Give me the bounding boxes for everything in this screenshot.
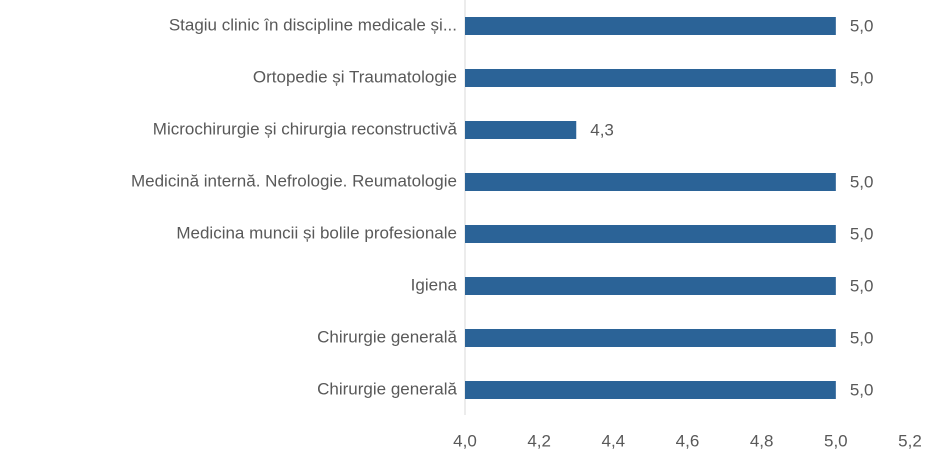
y-tick-label: Chirurgie generală: [317, 379, 457, 398]
y-tick-label: Microchirurgie și chirurgia reconstructi…: [153, 119, 458, 138]
bar: [465, 381, 836, 399]
value-label: 5,0: [850, 16, 874, 35]
value-label: 5,0: [850, 380, 874, 399]
bar: [465, 225, 836, 243]
x-tick-label: 4,8: [750, 431, 774, 450]
y-tick-label: Stagiu clinic în discipline medicale și.…: [169, 15, 457, 34]
value-label: 4,3: [590, 120, 614, 139]
bar: [465, 121, 577, 139]
x-tick-label: 4,4: [602, 431, 626, 450]
y-tick-label: Ortopedie și Traumatologie: [253, 67, 457, 86]
value-label: 5,0: [850, 276, 874, 295]
bar: [465, 173, 836, 191]
x-tick-label: 4,0: [453, 431, 477, 450]
y-tick-label: Chirurgie generală: [317, 327, 457, 346]
x-tick-label: 5,0: [824, 431, 848, 450]
bar: [465, 17, 836, 35]
bar: [465, 277, 836, 295]
y-tick-label: Medicina muncii și bolile profesionale: [176, 223, 457, 242]
x-tick-label: 4,6: [676, 431, 700, 450]
y-tick-label: Medicină internă. Nefrologie. Reumatolog…: [131, 171, 457, 190]
value-label: 5,0: [850, 172, 874, 191]
bar: [465, 69, 836, 87]
y-tick-label: Igiena: [411, 275, 458, 294]
value-label: 5,0: [850, 68, 874, 87]
x-tick-label: 5,2: [898, 431, 922, 450]
value-label: 5,0: [850, 328, 874, 347]
x-tick-label: 4,2: [527, 431, 551, 450]
value-label: 5,0: [850, 224, 874, 243]
bar: [465, 329, 836, 347]
